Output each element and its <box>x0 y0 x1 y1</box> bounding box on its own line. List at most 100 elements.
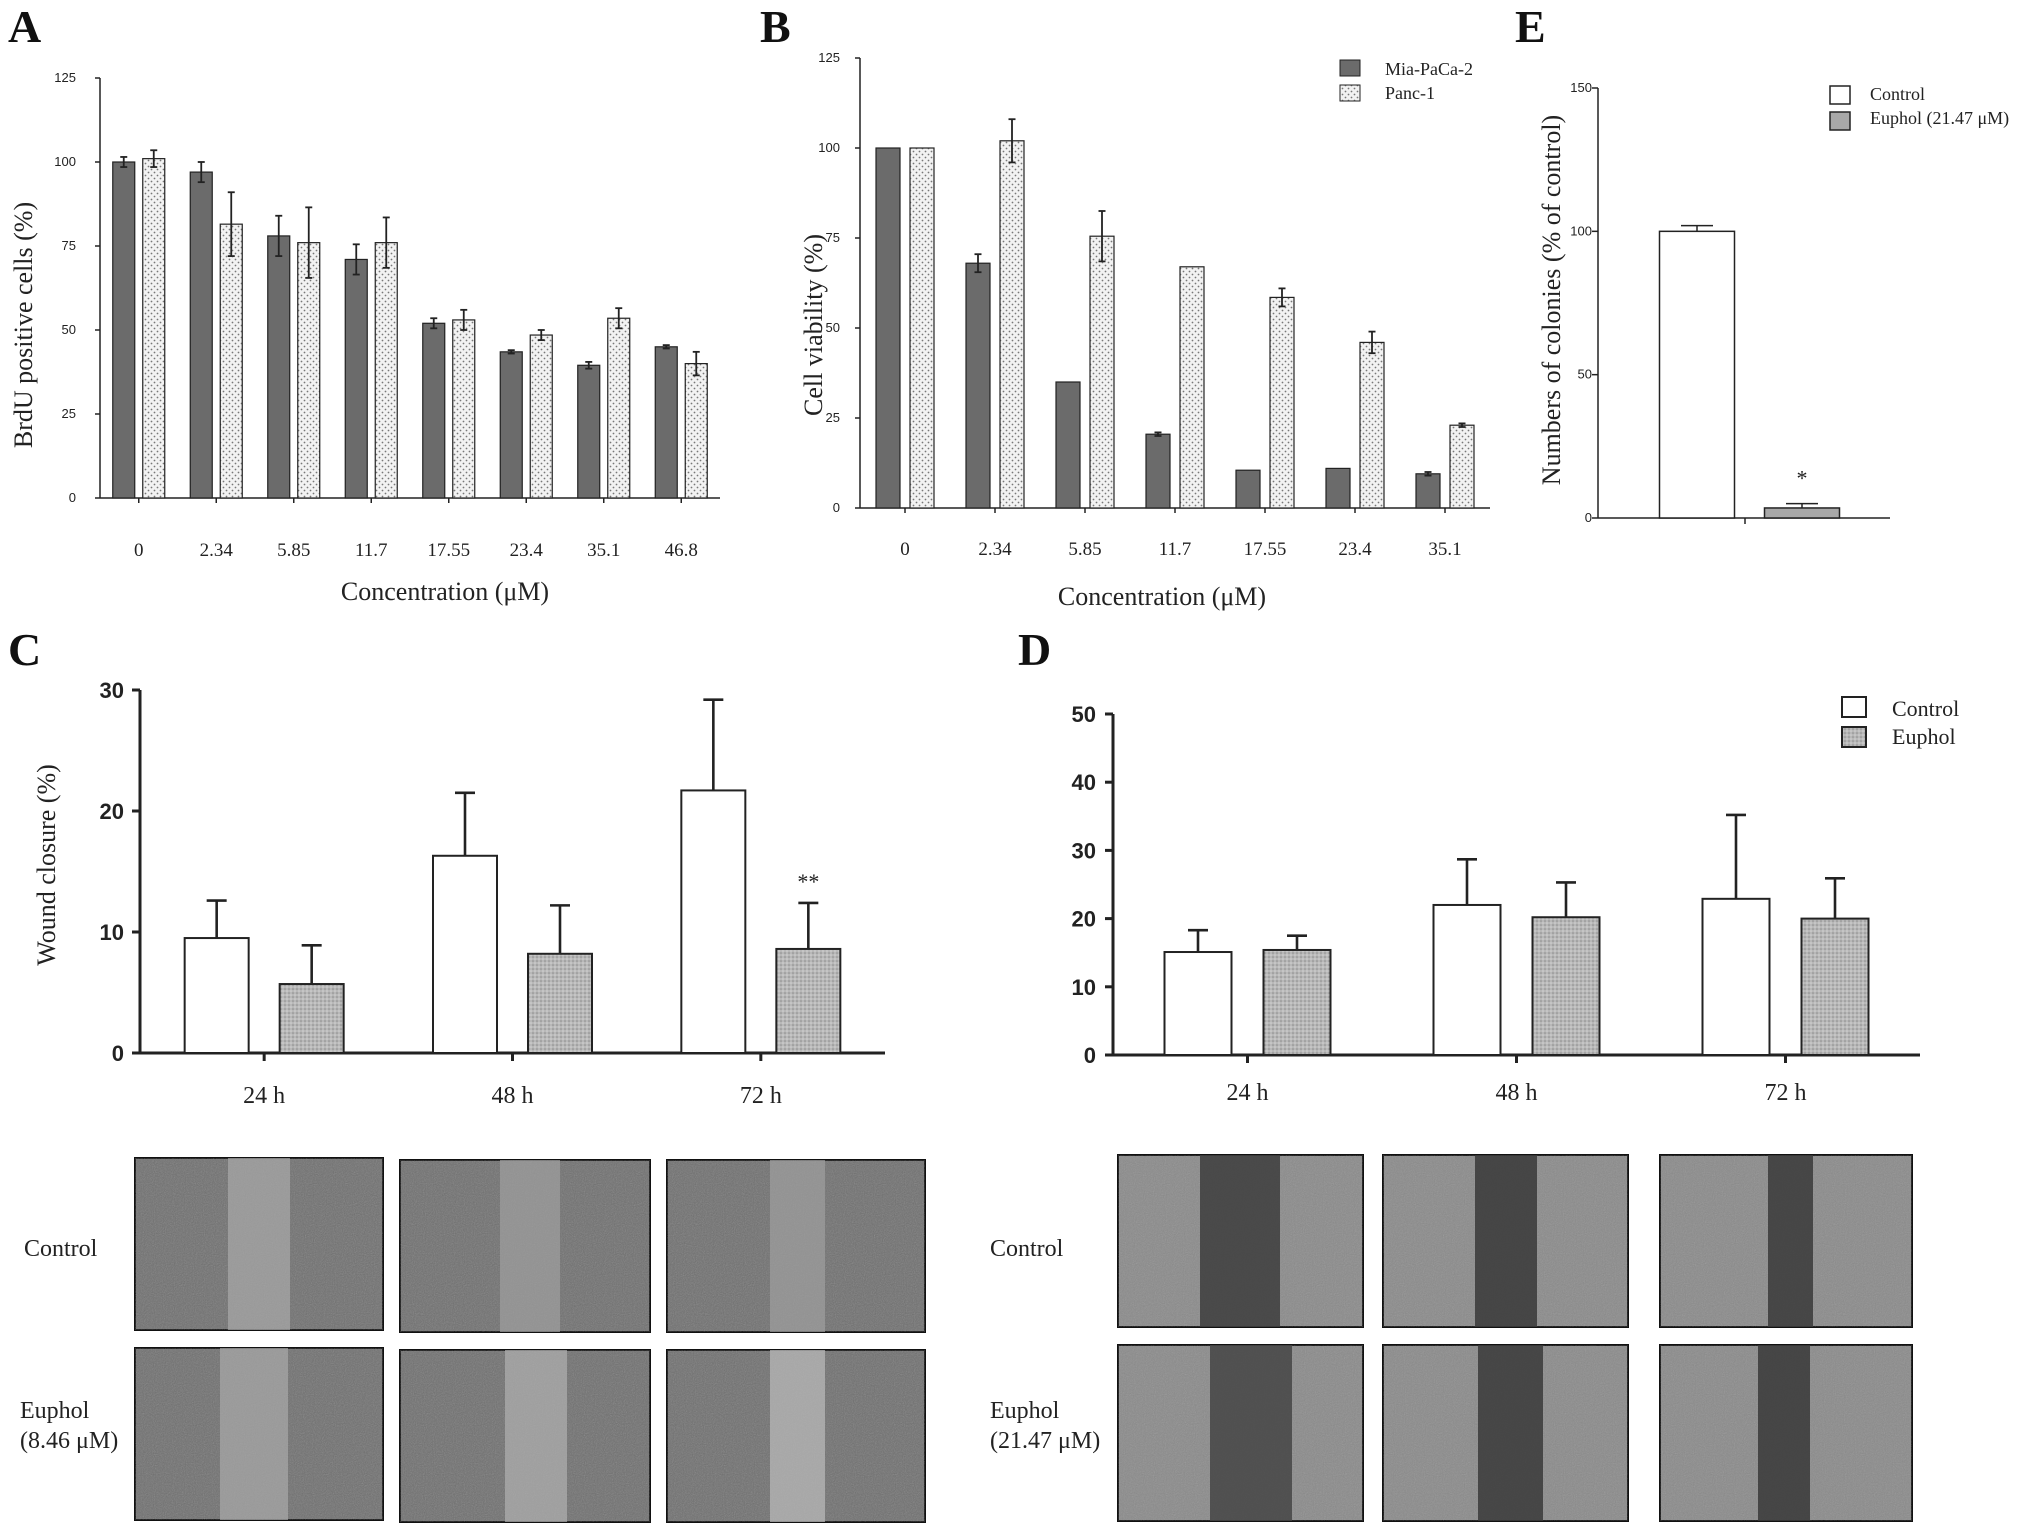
panel-c-bar <box>527 952 593 1055</box>
panel-c-chart: 0 10 20 30 24 h 48 h 72 h ** <box>100 678 885 1109</box>
panel-b-x-tick-label: 11.7 <box>1159 539 1192 560</box>
micrograph-c-euphol-48h <box>399 1349 651 1523</box>
panel-b-x-tick-label: 17.55 <box>1244 539 1287 560</box>
micrograph-c-control-24h <box>134 1157 384 1331</box>
panel-c-ylabel: Wound closure (%) <box>32 764 61 966</box>
panel-b-x-tick-label: 2.34 <box>978 539 1012 560</box>
panel-a-x-tick-label: 0 <box>134 540 144 561</box>
panel-c-bar <box>680 789 747 1054</box>
micrograph-d-control-48h <box>1382 1154 1629 1328</box>
panel-a-x-tick-label: 17.55 <box>427 540 470 561</box>
panel-b-x-tick-label: 35.1 <box>1428 539 1461 560</box>
panel-c-x-tick-label: 24 h <box>243 1083 285 1109</box>
panel-c-bar <box>432 854 498 1055</box>
panel-letter-a: A <box>8 1 41 52</box>
panel-b-chart: 0 25 50 75 100 125 0 2.34 5.85 11.7 17.55 23.4 35.1 <box>818 50 1490 560</box>
legend-swatch-mia-paca-2 <box>1339 59 1361 77</box>
panel-c-y-tick-label: 0 <box>112 1041 124 1066</box>
panel-a-bar <box>344 258 368 499</box>
panel-a-x-tick-label: 35.1 <box>587 540 620 561</box>
panel-a-x-tick-label: 46.8 <box>665 540 698 561</box>
panel-b-x-tick-label: 5.85 <box>1068 539 1101 560</box>
panel-e-y-tick-label: 150 <box>1570 80 1592 95</box>
panel-c-x-tick-label: 72 h <box>740 1083 782 1109</box>
micrograph-d-control-24h <box>1117 1154 1364 1328</box>
panel-a-ylabel: BrdU positive cells (%) <box>9 202 38 448</box>
panel-a-y-tick-label: 75 <box>62 238 76 253</box>
panel-a-x-tick-label: 11.7 <box>355 540 388 561</box>
panel-e-y-tick-label: 100 <box>1570 223 1592 238</box>
panel-letter-d: D <box>1018 624 1051 675</box>
panel-a-xlabel: Concentration (μM) <box>341 577 549 606</box>
panel-b-bar <box>1269 296 1295 509</box>
legend-label-euphol-d: Euphol <box>1892 724 1956 749</box>
panel-d-bar <box>1262 948 1332 1056</box>
panel-a-bar <box>654 346 678 499</box>
panel-e-ylabel: Numbers of colonies (% of control) <box>1537 115 1566 485</box>
panel-c-bar <box>775 947 842 1054</box>
panel-d-bar <box>1800 917 1870 1056</box>
panel-a-x-tick-label: 5.85 <box>277 540 310 561</box>
panel-b-bar <box>1235 469 1261 509</box>
panel-d-chart: 0 10 20 30 40 50 24 h 48 h 72 h <box>1072 702 1920 1106</box>
legend-swatch-control-e <box>1829 85 1851 105</box>
panel-b-x-tick-label: 0 <box>900 539 910 560</box>
panel-e-significance: * <box>1797 466 1808 491</box>
panel-d-x-tick-label: 24 h <box>1227 1080 1269 1106</box>
panel-b-bar <box>1089 235 1115 509</box>
panel-b-bar <box>1359 341 1385 509</box>
legend-swatch-euphol-d <box>1841 726 1867 748</box>
panel-d-legend: Control Euphol <box>1841 696 1959 749</box>
panel-e-bar <box>1658 230 1736 519</box>
panel-b-y-tick-label: 75 <box>826 230 840 245</box>
panel-d-bar <box>1701 897 1771 1057</box>
panel-b-xlabel: Concentration (μM) <box>1058 582 1266 611</box>
legend-label-euphol-e: Euphol (21.47 μM) <box>1870 108 2009 129</box>
panel-a-bar <box>607 317 631 499</box>
panel-a-x-tick-label: 23.4 <box>510 540 544 561</box>
panel-d-row-label-euphol-line2: (21.47 μM) <box>990 1428 1100 1454</box>
panel-c-micrographs <box>134 1157 926 1523</box>
panel-e-y-tick-label: 0 <box>1585 510 1592 525</box>
micrograph-d-euphol-24h <box>1117 1344 1364 1522</box>
panel-b-bar <box>1449 424 1475 509</box>
panel-letter-b: B <box>760 1 791 52</box>
panel-d-x-tick-label: 48 h <box>1496 1080 1538 1106</box>
panel-c-y-tick-label: 30 <box>100 678 124 703</box>
panel-e-legend: Control Euphol (21.47 μM) <box>1829 84 2009 131</box>
panel-b-bar <box>1145 433 1171 509</box>
legend-label-control-d: Control <box>1892 696 1959 721</box>
panel-a-y-tick-label: 25 <box>62 406 76 421</box>
panel-b-x-tick-label: 23.4 <box>1338 539 1372 560</box>
panel-d-y-tick-label: 10 <box>1072 975 1096 1000</box>
panel-a-y-tick-label: 125 <box>54 70 76 85</box>
panel-a-bar <box>684 363 708 499</box>
legend-label-mia-paca-2: Mia-PaCa-2 <box>1385 59 1473 79</box>
panel-a-x-tick-label: 2.34 <box>200 540 234 561</box>
panel-a-y-tick-label: 100 <box>54 154 76 169</box>
panel-e-chart: 0 50 100 150 * <box>1570 80 1890 525</box>
panel-b-ylabel: Cell viability (%) <box>799 234 828 416</box>
panel-e-y-tick-label: 50 <box>1578 367 1592 382</box>
legend-label-control-e: Control <box>1870 84 1925 104</box>
panel-b-bar <box>965 262 991 509</box>
panel-a-bar <box>422 322 446 499</box>
panel-d-row-label-euphol-line1: Euphol <box>990 1398 1060 1424</box>
panel-d-bar <box>1432 903 1502 1057</box>
panel-a-bar <box>499 351 523 499</box>
panel-a-bar <box>112 161 136 499</box>
panel-a-bar <box>297 242 321 499</box>
panel-a-bar <box>219 223 243 499</box>
panel-letter-c: C <box>8 624 41 675</box>
panel-a-bar <box>577 364 601 499</box>
panel-a-chart: 0 25 50 75 100 125 0 2.34 5.85 11.7 17.55 23.4 35.1 4… <box>54 70 720 561</box>
panel-d-row-label-control: Control <box>990 1236 1064 1262</box>
micrograph-d-control-72h <box>1659 1154 1913 1328</box>
panel-d-y-tick-label: 20 <box>1072 907 1096 932</box>
panel-d-x-tick-label: 72 h <box>1765 1080 1807 1106</box>
panel-letter-e: E <box>1515 1 1546 52</box>
panel-c-bar <box>183 937 250 1054</box>
panel-a-bar <box>142 158 166 499</box>
panel-b-legend: Mia-PaCa-2 Panc-1 <box>1339 59 1473 103</box>
micrograph-d-euphol-48h <box>1382 1344 1629 1522</box>
